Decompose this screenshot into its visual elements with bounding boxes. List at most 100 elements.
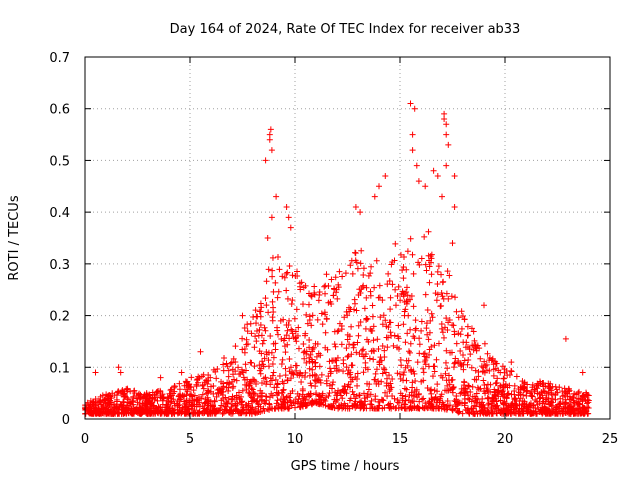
roti-point [351,400,358,407]
roti-point [257,322,264,329]
roti-point [438,271,445,278]
roti-point [213,393,220,400]
x-tick-label: 0 [81,432,89,447]
roti-point [283,203,290,210]
roti-point [519,384,526,391]
roti-point [330,292,337,299]
roti-point [274,294,281,301]
roti-point [356,392,363,399]
roti-point [285,405,292,412]
roti-point [300,349,307,356]
roti-point [576,401,583,408]
roti-point [491,402,498,409]
roti-point [171,400,178,407]
roti-point [239,335,246,342]
roti-point [483,367,490,374]
roti-point [204,405,211,412]
roti-point [93,402,100,409]
roti-point [335,327,342,334]
roti-point [193,381,200,388]
roti-point [146,397,153,404]
roti-point [202,399,209,406]
roti-point [501,401,508,408]
roti-point [352,249,359,256]
roti-point [410,270,417,277]
roti-point [328,300,335,307]
roti-point [333,362,340,369]
roti-point [191,392,198,399]
roti-point [298,279,305,286]
roti-point [220,409,227,416]
roti-point [363,351,370,358]
roti-point [295,324,302,331]
roti-point [527,400,534,407]
roti-point [275,402,282,409]
roti-point [122,404,129,411]
roti-point [274,254,281,261]
roti-point [405,397,412,404]
roti-point [443,131,450,138]
roti-point [484,395,491,402]
roti-point [379,405,386,412]
roti-point [262,295,269,302]
roti-point [223,398,230,405]
roti-point [458,363,465,370]
roti-point [210,366,217,373]
y-axis-label: ROTI / TECUs [7,195,22,280]
roti-point [245,400,252,407]
roti-point [156,408,163,415]
roti-point [402,397,409,404]
roti-point [404,330,411,337]
roti-point [306,365,313,372]
roti-point [307,390,314,397]
roti-point [238,366,245,373]
roti-point [430,167,437,174]
roti-point [501,375,508,382]
roti-point [333,396,340,403]
roti-point [391,395,398,402]
roti-point [285,214,292,221]
roti-point [471,337,478,344]
roti-point [563,409,570,416]
roti-point [350,391,357,398]
roti-point [439,279,446,286]
roti-point [342,270,349,277]
roti-point [335,284,342,291]
roti-point [247,320,254,327]
roti-point [233,396,240,403]
roti-point [468,325,475,332]
roti-point [404,292,411,299]
roti-point [490,366,497,373]
roti-point [409,251,416,258]
roti-point [288,326,295,333]
roti-point [247,393,254,400]
roti-point [495,367,502,374]
roti-point [190,387,197,394]
roti-point [303,348,310,355]
roti-point [316,288,323,295]
roti-point [394,344,401,351]
roti-point [295,345,302,352]
roti-point [392,302,399,309]
roti-point [386,319,393,326]
x-tick-label: 5 [186,432,194,447]
roti-point [124,388,131,395]
y-tick-label: 0.2 [49,310,70,325]
roti-point [268,377,275,384]
roti-point [462,385,469,392]
roti-point [330,379,337,386]
roti-point [189,396,196,403]
roti-point [194,397,201,404]
roti-point [484,407,491,414]
roti-point [362,364,369,371]
roti-point [394,396,401,403]
roti-point [400,371,407,378]
roti-point [214,386,221,393]
roti-point [429,373,436,380]
roti-point [384,393,391,400]
roti-point [548,387,555,394]
roti-point [416,350,423,357]
roti-point [286,317,293,324]
roti-point [491,394,498,401]
roti-point [350,342,357,349]
